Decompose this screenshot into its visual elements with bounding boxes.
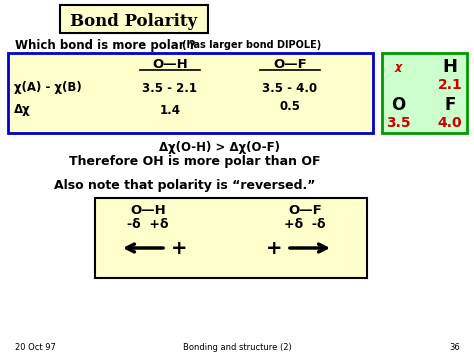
Text: Also note that polarity is “reversed.”: Also note that polarity is “reversed.” <box>55 179 316 191</box>
Text: 3.5: 3.5 <box>386 116 410 130</box>
Text: O—F: O—F <box>273 59 307 71</box>
Text: O—F: O—F <box>288 203 322 217</box>
Text: 0.5: 0.5 <box>280 100 301 114</box>
Text: H: H <box>443 58 457 76</box>
Text: Therefore OH is more polar than OF: Therefore OH is more polar than OF <box>69 155 321 169</box>
Text: (has larger bond DIPOLE): (has larger bond DIPOLE) <box>182 40 321 50</box>
Text: -δ  +δ: -δ +δ <box>127 218 169 231</box>
Text: 4.0: 4.0 <box>438 116 462 130</box>
Text: Δχ(O-H) > Δχ(O-F): Δχ(O-H) > Δχ(O-F) <box>159 142 281 154</box>
Text: +: + <box>171 239 188 257</box>
Text: 1.4: 1.4 <box>159 104 181 116</box>
Text: Which bond is more polar ?: Which bond is more polar ? <box>15 38 196 51</box>
Text: O—H: O—H <box>130 203 166 217</box>
Text: O: O <box>391 96 405 114</box>
Bar <box>8 53 373 133</box>
Text: 2.1: 2.1 <box>438 78 462 92</box>
Text: +: + <box>265 239 282 257</box>
Text: 3.5 - 4.0: 3.5 - 4.0 <box>263 82 318 94</box>
Text: 36: 36 <box>449 344 460 353</box>
Text: O—H: O—H <box>152 59 188 71</box>
Text: Bonding and structure (2): Bonding and structure (2) <box>182 344 292 353</box>
Text: Δχ: Δχ <box>14 104 31 116</box>
Text: F: F <box>444 96 456 114</box>
Text: χ: χ <box>394 62 401 72</box>
Text: Bond Polarity: Bond Polarity <box>71 12 198 29</box>
Text: 20 Oct 97: 20 Oct 97 <box>15 344 56 353</box>
Bar <box>382 53 467 133</box>
Text: 3.5 - 2.1: 3.5 - 2.1 <box>143 82 198 94</box>
Bar <box>95 198 367 278</box>
Text: +δ  -δ: +δ -δ <box>284 218 326 231</box>
Bar <box>60 5 208 33</box>
Text: χ(A) - χ(B): χ(A) - χ(B) <box>14 82 82 94</box>
